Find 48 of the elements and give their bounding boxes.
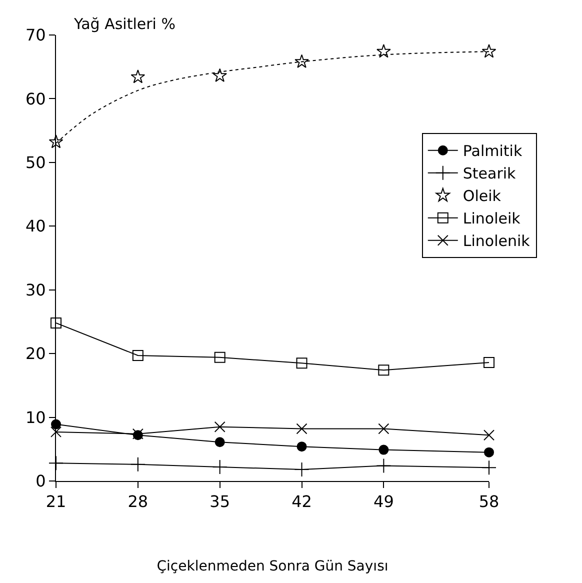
y-tick-label: 60 (25, 89, 46, 108)
point (294, 462, 310, 478)
point (482, 460, 496, 476)
y-tick-label: 20 (25, 344, 46, 364)
point (294, 54, 309, 68)
y-tick-label: 70 (25, 26, 46, 45)
x-tick-label: 28 (128, 492, 148, 512)
point (296, 442, 307, 452)
point (296, 423, 308, 434)
x-tick-label: 49 (374, 492, 394, 512)
y-tick-label: 30 (25, 280, 46, 300)
x-tick-label: 21 (46, 492, 66, 512)
x-tick-label: 58 (478, 492, 500, 512)
point (378, 444, 389, 455)
y-tick-label: 50 (25, 153, 46, 172)
y-axis-title: Yağ Asitleri % (73, 15, 176, 33)
y-tick-label: 0 (36, 472, 46, 491)
point (50, 426, 62, 438)
point (48, 456, 64, 471)
point (48, 134, 64, 148)
point (214, 352, 226, 363)
point (484, 447, 494, 458)
point (214, 421, 226, 432)
x-axis-title: Çiçeklenmeden Sonra Gün Sayısı (156, 558, 388, 574)
point (378, 364, 390, 376)
point (376, 44, 391, 58)
point (132, 350, 144, 361)
x-tick-label: 35 (210, 492, 230, 512)
point (378, 423, 390, 434)
point (296, 358, 308, 369)
legend-label: Linoleik (462, 210, 521, 228)
y-tick-label: 40 (25, 216, 46, 236)
point (376, 458, 392, 474)
x-tick-label: 42 (292, 492, 312, 512)
legend-label: Palmitik (462, 142, 522, 160)
point (212, 459, 228, 474)
point (482, 44, 496, 58)
point (130, 456, 146, 472)
point (130, 70, 146, 84)
point (212, 68, 227, 82)
y-tick-label: 10 (25, 408, 46, 427)
legend-label: Oleik (462, 187, 502, 206)
point (50, 317, 62, 328)
point (484, 430, 494, 441)
legend-label: Stearik (462, 164, 516, 183)
point (484, 356, 494, 368)
point (214, 437, 225, 448)
legend-label: Linolenik (462, 232, 530, 250)
